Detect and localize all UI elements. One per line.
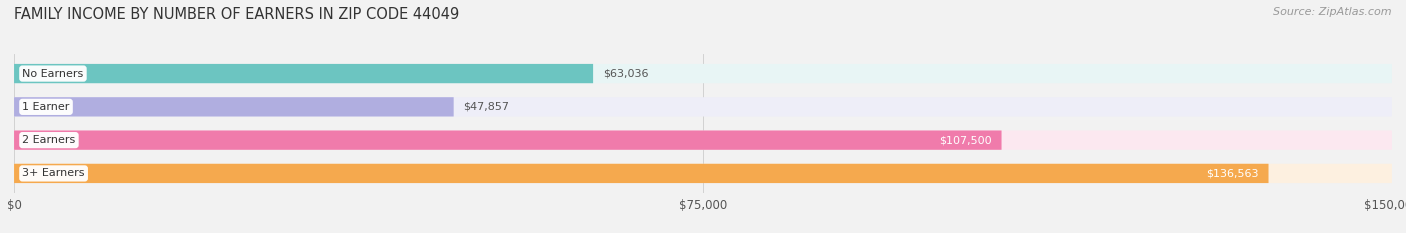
Text: No Earners: No Earners bbox=[22, 69, 83, 79]
Text: $63,036: $63,036 bbox=[603, 69, 648, 79]
FancyBboxPatch shape bbox=[14, 97, 454, 116]
FancyBboxPatch shape bbox=[14, 97, 1392, 116]
Text: Source: ZipAtlas.com: Source: ZipAtlas.com bbox=[1274, 7, 1392, 17]
FancyBboxPatch shape bbox=[14, 164, 1268, 183]
Text: 1 Earner: 1 Earner bbox=[22, 102, 70, 112]
FancyBboxPatch shape bbox=[14, 164, 1392, 183]
Text: $47,857: $47,857 bbox=[464, 102, 509, 112]
FancyBboxPatch shape bbox=[14, 130, 1392, 150]
FancyBboxPatch shape bbox=[14, 130, 1001, 150]
Text: 3+ Earners: 3+ Earners bbox=[22, 168, 84, 178]
Text: 2 Earners: 2 Earners bbox=[22, 135, 76, 145]
FancyBboxPatch shape bbox=[14, 64, 593, 83]
FancyBboxPatch shape bbox=[14, 64, 1392, 83]
Text: FAMILY INCOME BY NUMBER OF EARNERS IN ZIP CODE 44049: FAMILY INCOME BY NUMBER OF EARNERS IN ZI… bbox=[14, 7, 460, 22]
Text: $107,500: $107,500 bbox=[939, 135, 991, 145]
Text: $136,563: $136,563 bbox=[1206, 168, 1258, 178]
